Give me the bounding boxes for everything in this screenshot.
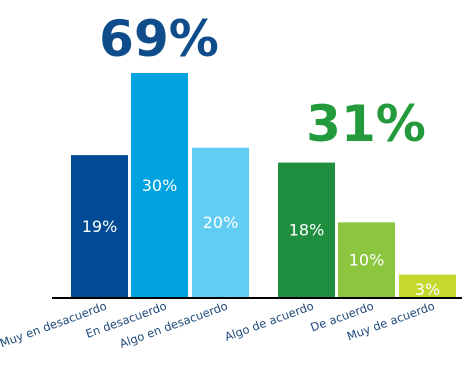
data-label-6: 3%	[415, 280, 440, 299]
data-label-4: 18%	[289, 221, 325, 240]
group-total-2: 31%	[306, 95, 426, 153]
data-label-3: 20%	[203, 213, 239, 232]
category-label-4: Algo de acuerdo	[223, 299, 316, 344]
bar-2	[131, 73, 188, 297]
data-label-2: 30%	[142, 176, 178, 195]
data-label-1: 19%	[82, 217, 118, 236]
group-total-1: 69%	[99, 10, 219, 68]
bar-6	[399, 274, 456, 297]
data-label-5: 10%	[349, 250, 385, 269]
category-label-3: Algo en desacuerdo	[118, 299, 230, 351]
bar-5	[338, 222, 395, 297]
bar-1	[71, 155, 128, 297]
bar-4	[278, 162, 335, 297]
group-totals-layer: 69% 31%	[99, 10, 426, 153]
data-labels-layer: 19% 30% 20% 18% 10% 3%	[82, 176, 440, 299]
bars-layer	[71, 73, 456, 297]
bar-3	[192, 147, 249, 297]
